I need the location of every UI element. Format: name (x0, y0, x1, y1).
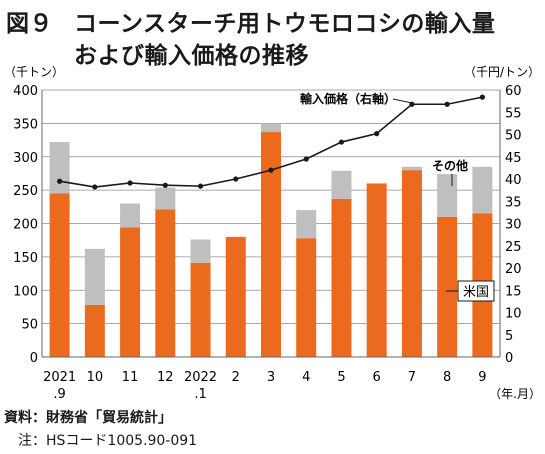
y-left-tick-label: 100 (13, 284, 38, 299)
us-series-label: 米国 (463, 285, 489, 300)
y-left-tick-label: 300 (13, 151, 38, 166)
price-point (92, 184, 98, 190)
bar-us (261, 132, 281, 357)
bar-us (155, 209, 176, 357)
x-tick-label: 5 (337, 370, 345, 385)
y-right-tick-label: 40 (505, 173, 522, 188)
x-tick-label: 11 (122, 370, 139, 385)
bar-us (84, 304, 105, 357)
y-right-tick-label: 45 (505, 151, 522, 166)
price-line-layer (57, 94, 485, 190)
price-point (444, 101, 450, 107)
y-left-tick-label: 400 (13, 84, 38, 99)
bar-us (190, 262, 211, 357)
x-tick-label: 12 (157, 370, 174, 385)
x-tick-label-sub: .9 (53, 387, 65, 400)
figure-label: 図９ (6, 11, 53, 37)
x-tick-label: 9 (478, 370, 486, 385)
other-series-label: その他 (432, 158, 468, 173)
bar-other (296, 210, 317, 239)
price-point (479, 94, 485, 100)
y-right-tick-label: 0 (505, 351, 513, 366)
bar-other (472, 166, 493, 214)
price-point (374, 131, 380, 137)
price-point (338, 139, 345, 145)
x-tick-label: 2 (232, 370, 240, 385)
price-point (197, 183, 204, 189)
bar-us (401, 170, 422, 357)
price-point (268, 167, 274, 173)
bar-other (155, 187, 176, 210)
chart-title-line2: および輸入価格の推移 (74, 43, 309, 69)
axes-layer (41, 90, 501, 358)
x-tick-label: 6 (373, 370, 381, 385)
price-point (233, 176, 239, 182)
y-right-tick-label: 55 (505, 106, 522, 121)
bar-other (84, 248, 105, 305)
chart-title-line1: 図９ コーンスターチ用トウモロコシの輸入量 (6, 4, 495, 38)
y-left-tick-label: 150 (13, 251, 38, 266)
bars-layer (49, 123, 493, 357)
price-point (57, 178, 63, 184)
bar-other (401, 166, 422, 171)
chart-title-text: コーンスターチ用トウモロコシの輸入量 (74, 11, 496, 37)
chart-svg: 0501001502002503003504000510152025303540… (4, 65, 541, 400)
y-right-tick-label: 15 (505, 284, 522, 299)
y-right-tick-label: 25 (505, 240, 522, 255)
bar-other (49, 142, 70, 194)
bar-other (190, 239, 211, 263)
bar-us (120, 227, 141, 357)
y-right-tick-label: 50 (505, 129, 522, 144)
price-point (127, 180, 133, 186)
y-left-tick-label: 200 (13, 218, 38, 233)
y-right-tick-label: 5 (505, 329, 513, 344)
y-right-tick-label: 35 (505, 195, 522, 210)
y-left-tick-label: 0 (30, 351, 38, 366)
x-tick-label-sub: .1 (194, 387, 206, 400)
source-note: 資料：財務省「貿易統計」 (4, 410, 172, 426)
bar-us (296, 238, 317, 357)
y-left-axis-label: （千トン） (4, 65, 64, 79)
bar-us (225, 236, 246, 357)
x-axis-label: （年.月） (489, 387, 541, 400)
price-point (162, 182, 168, 188)
x-tick-label: 2021 (43, 370, 76, 385)
bar-other (437, 174, 458, 217)
x-tick-label: 4 (302, 370, 310, 385)
x-tick-label: 7 (408, 370, 416, 385)
x-tick-label: 2022 (184, 370, 217, 385)
bar-other (120, 203, 141, 228)
y-right-axis-label: （千円/トン） (464, 65, 540, 79)
price-point (303, 156, 309, 162)
bar-us (49, 193, 70, 357)
y-right-tick-label: 20 (505, 262, 522, 277)
bar-us (437, 216, 458, 357)
labels-layer: 0501001502002503003504000510152025303540… (4, 65, 541, 400)
y-right-tick-label: 10 (505, 307, 522, 322)
price-label-leader (392, 98, 413, 104)
bar-us (366, 183, 387, 357)
y-left-tick-label: 50 (21, 318, 38, 333)
price-series-label: 輸入価格（右軸） (300, 91, 396, 106)
x-tick-label: 10 (87, 370, 104, 385)
bar-us (331, 198, 352, 357)
x-tick-label: 3 (267, 370, 275, 385)
y-right-tick-label: 60 (505, 84, 522, 99)
bar-other (261, 123, 281, 133)
y-left-tick-label: 350 (13, 117, 38, 132)
y-right-tick-label: 30 (505, 218, 522, 233)
footnote: 注：HSコード1005.90-091 (18, 433, 198, 449)
x-tick-label: 8 (443, 370, 451, 385)
y-left-tick-label: 250 (13, 184, 38, 199)
bar-other (331, 170, 352, 199)
